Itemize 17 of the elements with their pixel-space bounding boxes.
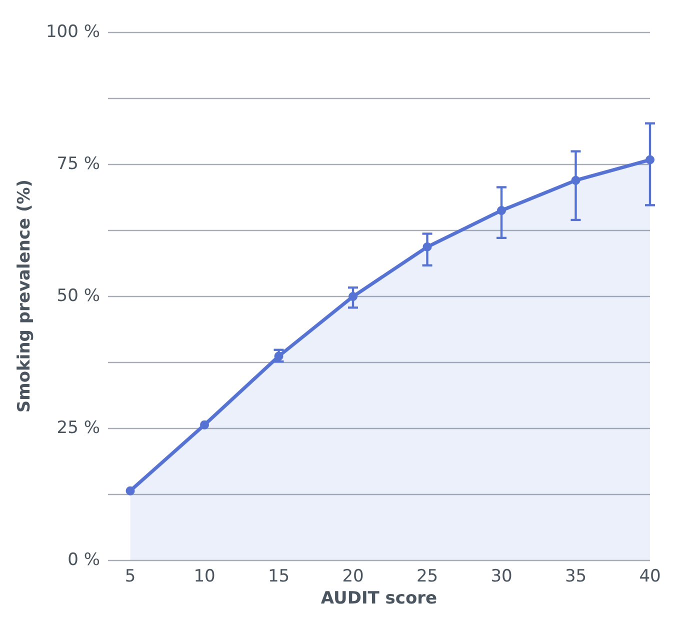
x-tick-label: 25 — [416, 566, 438, 586]
x-tick-label: 40 — [639, 566, 661, 586]
y-axis-title: Smoking prevalence (%) — [14, 179, 34, 413]
point — [200, 420, 210, 430]
y-tick-label: 25 % — [56, 418, 100, 438]
point — [126, 486, 135, 496]
y-tick-label: 0 % — [68, 550, 100, 570]
x-tick-label: 20 — [342, 566, 364, 586]
x-tick-label: 10 — [194, 566, 216, 586]
y-tick-label: 50 % — [56, 286, 100, 306]
x-tick-label: 5 — [124, 566, 136, 586]
x-axis-title: AUDIT score — [320, 588, 438, 608]
y-tick-label: 100 % — [46, 22, 100, 42]
y-tick-label: 75 % — [56, 154, 100, 174]
x-tick-label: 30 — [490, 566, 512, 586]
x-tick-label: 35 — [564, 566, 587, 586]
x-tick-label: 15 — [268, 566, 290, 586]
